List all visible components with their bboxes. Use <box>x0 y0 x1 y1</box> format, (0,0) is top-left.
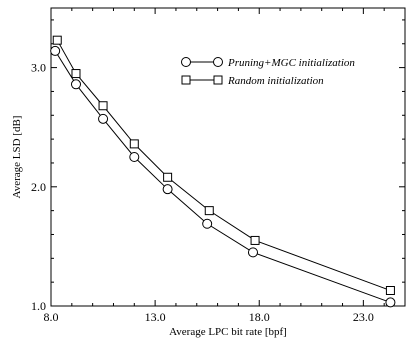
y-axis-title: Average LSD [dB] <box>11 116 23 199</box>
data-point <box>129 152 140 162</box>
data-point <box>98 101 108 111</box>
data-point <box>202 218 213 229</box>
legend-marker <box>213 75 223 85</box>
data-point <box>247 247 258 258</box>
y-tick-label: 2.0 <box>31 180 46 194</box>
data-point <box>250 235 260 245</box>
data-point <box>50 45 61 56</box>
x-tick-label: 8.0 <box>44 310 59 324</box>
legend-marker <box>181 75 191 85</box>
plot-frame <box>50 7 406 307</box>
legend-marker <box>181 57 191 67</box>
x-tick-label: 13.0 <box>145 310 166 324</box>
x-tick-label: 23.0 <box>353 310 374 324</box>
series-square <box>52 35 395 296</box>
series-circle <box>50 45 396 308</box>
axis-ticks: 8.0 13.0 18.0 23.0 1.0 2.0 3.0 <box>31 8 405 324</box>
series-line <box>56 39 391 291</box>
data-point <box>98 113 109 124</box>
data-point <box>163 172 173 182</box>
data-point <box>70 79 81 90</box>
data-point <box>129 139 139 149</box>
x-tick-label: 18.0 <box>249 310 270 324</box>
x-axis-title: Average LPC bit rate [bpf] <box>169 326 287 338</box>
series-layer <box>50 35 396 308</box>
legend: Pruning+MGC initialization Random initial… <box>181 57 355 87</box>
series-line <box>54 50 391 303</box>
y-tick-label: 3.0 <box>31 61 46 75</box>
data-point <box>71 69 81 79</box>
data-point <box>162 184 173 195</box>
legend-label: Pruning+MGC initialization <box>227 57 355 69</box>
data-point <box>385 286 395 296</box>
data-point <box>52 35 62 45</box>
legend-marker <box>213 57 223 67</box>
data-point <box>385 297 396 308</box>
y-tick-label: 1.0 <box>31 299 46 313</box>
data-point <box>204 206 214 216</box>
legend-label: Random initialization <box>227 75 324 87</box>
